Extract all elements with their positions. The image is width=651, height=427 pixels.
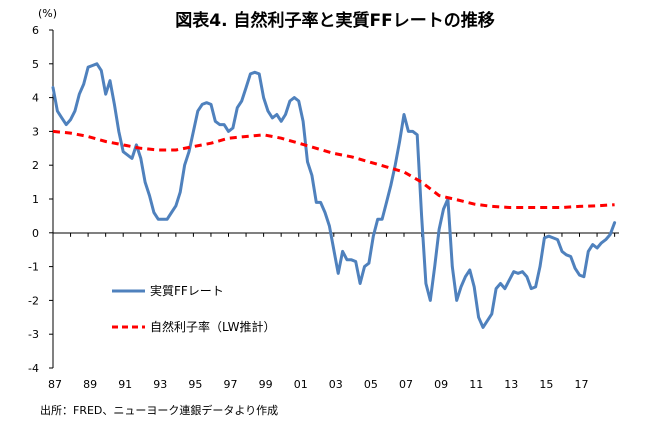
y-tick-label: 5 — [32, 58, 39, 71]
x-tick-label: 97 — [224, 378, 238, 391]
y-tick-label: 0 — [32, 227, 39, 240]
chart-title: 図表4. 自然利子率と実質FFレートの推移 — [175, 10, 494, 31]
x-tick-label: 09 — [434, 378, 448, 391]
x-tick-label: 87 — [48, 378, 62, 391]
y-tick-label: 4 — [32, 92, 39, 105]
x-tick-label: 03 — [329, 378, 343, 391]
x-tick-label: 95 — [188, 378, 202, 391]
y-axis-ticks: -4 -3 -2 -1 0 1 2 3 4 5 6 — [28, 24, 53, 375]
x-tick-label: 01 — [294, 378, 308, 391]
legend: 実質FFレート 自然利子率（LW推計） — [112, 283, 275, 334]
y-tick-label: 3 — [32, 125, 39, 138]
x-tick-label: 91 — [118, 378, 132, 391]
x-tick-label: 17 — [575, 378, 589, 391]
y-unit-label: (%) — [38, 7, 57, 20]
x-tick-label: 15 — [539, 378, 553, 391]
x-axis-ticks: 87 89 91 93 95 97 99 01 03 05 07 09 11 13 15 17 — [48, 232, 616, 391]
x-tick-label: 05 — [364, 378, 378, 391]
series-line-real-ff-rate — [51, 62, 617, 329]
x-tick-label: 93 — [153, 378, 167, 391]
x-tick-label: 13 — [504, 378, 518, 391]
legend-label-real-ff: 実質FFレート — [150, 283, 224, 298]
x-tick-label: 07 — [399, 378, 413, 391]
x-tick-label: 99 — [259, 378, 273, 391]
source-note: 出所：FRED、ニューヨーク連銀データより作成 — [40, 403, 278, 417]
x-tick-label: 89 — [83, 378, 97, 391]
series-line-natural-rate — [52, 129, 615, 209]
series-group — [51, 62, 617, 329]
x-tick-label: 11 — [469, 378, 483, 391]
y-tick-label: 1 — [32, 193, 39, 206]
y-tick-label: 6 — [32, 24, 39, 37]
y-tick-label: -1 — [28, 261, 39, 274]
y-tick-label: -4 — [28, 362, 39, 375]
y-tick-label: -2 — [28, 294, 39, 307]
legend-label-natural-rate: 自然利子率（LW推計） — [150, 319, 275, 334]
y-tick-label: 2 — [32, 159, 39, 172]
y-tick-label: -3 — [28, 328, 39, 341]
